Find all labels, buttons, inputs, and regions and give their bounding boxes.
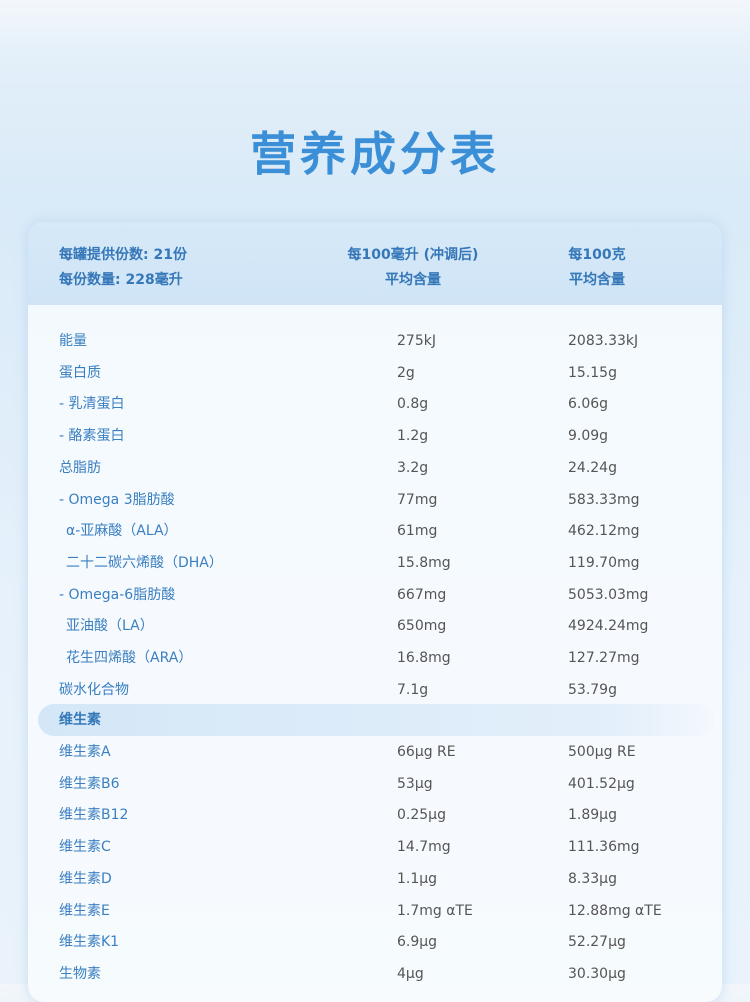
value-cell: 66μg RE — [397, 744, 456, 760]
row-label: 总脂肪 — [59, 459, 101, 476]
value-cell: 667mg — [397, 586, 447, 603]
value-cell: 12.88mg αTE — [568, 902, 662, 919]
value-cell: 6.9μg — [397, 934, 438, 951]
value-cell: 8.33μg — [568, 870, 617, 887]
header-cell: 每100毫升 (冲调后) — [347, 247, 479, 263]
row-label: 维生素D — [59, 870, 112, 887]
row-label: 维生素B6 — [59, 775, 120, 792]
value-cell: 53.79g — [568, 681, 617, 698]
value-cell: 127.27mg — [568, 650, 640, 666]
value-cell: 2g — [397, 364, 415, 381]
page-title: 营养成分表 — [250, 127, 500, 181]
row-label: 蛋白质 — [59, 364, 101, 381]
value-cell: 14.7mg — [397, 839, 451, 856]
value-cell: 7.1g — [397, 681, 429, 698]
value-cell: 275kJ — [397, 333, 436, 349]
value-cell: 1.2g — [397, 428, 429, 445]
value-cell: 61mg — [397, 523, 438, 540]
row-label: 维生素K1 — [59, 934, 120, 951]
value-cell: 583.33mg — [568, 491, 640, 508]
row-label: - Omega 3脂肪酸 — [59, 491, 175, 508]
value-cell: 53μg — [397, 775, 433, 792]
header-cell: 每份数量: 228毫升 — [59, 272, 183, 288]
row-label: 碳水化合物 — [59, 681, 129, 698]
row-label: 维生素B12 — [59, 807, 129, 824]
value-cell: 650mg — [397, 618, 447, 635]
nutrition-table: 每罐提供份数: 21份 每份数量: 228毫升 每100毫升 (冲调后) 平均含量 每1… — [28, 222, 722, 1002]
row-label: 花生四烯酸（ARA） — [66, 650, 193, 666]
header-cell: 每罐提供份数: 21份 — [59, 247, 187, 263]
value-cell: 0.25μg — [397, 807, 446, 824]
section-highlight — [38, 704, 714, 736]
value-cell: 111.36mg — [568, 839, 640, 856]
value-cell: 1.1μg — [397, 870, 438, 887]
row-label: - Omega-6脂肪酸 — [59, 586, 176, 603]
value-cell: 77mg — [397, 491, 438, 508]
value-cell: 5053.03mg — [568, 586, 649, 603]
value-cell: 52.27μg — [568, 934, 626, 951]
table-header — [28, 222, 722, 305]
value-cell: 401.52μg — [568, 775, 635, 792]
value-cell: 9.09g — [568, 428, 609, 445]
row-label: 维生素C — [59, 839, 111, 856]
value-cell: 16.8mg — [397, 650, 451, 666]
value-cell: 462.12mg — [568, 523, 640, 540]
row-label: 生物素 — [59, 965, 101, 982]
value-cell: 500μg RE — [568, 744, 636, 760]
value-cell: 24.24g — [568, 459, 617, 476]
section-title: 维生素 — [59, 712, 101, 728]
row-label: α-亚麻酸（ALA） — [66, 523, 178, 540]
value-cell: 4924.24mg — [568, 618, 649, 635]
value-cell: 30.30μg — [568, 965, 626, 982]
row-label: 维生素A — [59, 744, 111, 760]
row-label: - 乳清蛋白 — [59, 396, 125, 413]
value-cell: 1.89μg — [568, 807, 617, 824]
value-cell: 2083.33kJ — [568, 333, 639, 349]
value-cell: 6.06g — [568, 396, 609, 413]
row-label: - 酪素蛋白 — [59, 428, 125, 445]
value-cell: 3.2g — [397, 459, 429, 476]
value-cell: 4μg — [397, 965, 424, 982]
header-cell: 每100克 — [568, 247, 626, 263]
row-label: 亚油酸（LA） — [66, 618, 154, 635]
value-cell: 119.70mg — [568, 554, 640, 571]
value-cell: 0.8g — [397, 396, 429, 413]
row-label: 维生素E — [59, 902, 110, 919]
header-cell: 平均含量 — [385, 272, 441, 288]
value-cell: 15.8mg — [397, 554, 451, 571]
value-cell: 15.15g — [568, 364, 617, 381]
header-cell: 平均含量 — [569, 272, 625, 288]
value-cell: 1.7mg αTE — [397, 902, 473, 919]
row-label: 能量 — [59, 333, 87, 349]
row-label: 二十二碳六烯酸（DHA） — [66, 554, 223, 571]
